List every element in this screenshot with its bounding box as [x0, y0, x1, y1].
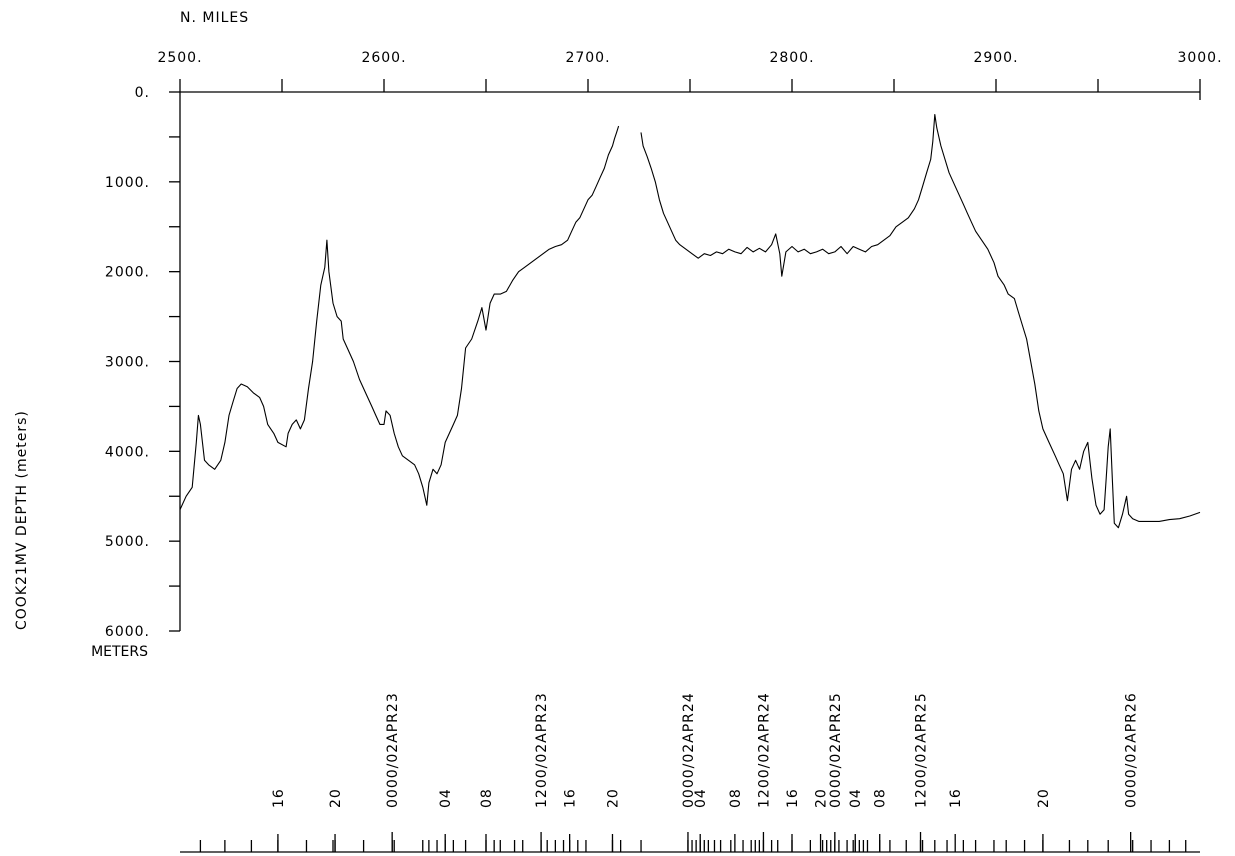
time-minor-label: 08 [728, 788, 744, 808]
x-axis-label: N. MILES [180, 10, 249, 26]
time-minor-label: 08 [873, 788, 889, 808]
y-tick-label: 5000. [105, 534, 150, 550]
x-tick-label: 3000. [1177, 50, 1222, 66]
time-minor-label: 04 [848, 788, 864, 808]
x-tick-label: 2600. [361, 50, 406, 66]
depth-series [179, 113, 1201, 529]
time-minor-label: 04 [693, 788, 709, 808]
time-minor-label: 20 [328, 788, 344, 808]
time-axis: 0000/02APR23 1200/02APR23 0000/02APR24 1200… [180, 692, 1200, 853]
time-minor-label: 16 [948, 788, 964, 808]
time-minor-label: 20 [814, 788, 830, 808]
time-major-label: 0000/02APR24 [681, 692, 697, 808]
y-tick-label: 4000. [105, 444, 150, 460]
time-minor-label: 16 [271, 788, 287, 808]
y-tick-label: 2000. [105, 265, 150, 281]
x-tick-label: 2800. [769, 50, 814, 66]
depth-line-segment [640, 113, 1201, 529]
time-minor-label: 08 [479, 788, 495, 808]
time-major-label: 0000/02APR25 [828, 692, 844, 808]
time-major-label: 0000/02APR26 [1124, 692, 1140, 808]
time-minor-label: 16 [785, 788, 801, 808]
time-minor-label: 04 [438, 788, 454, 808]
time-major-label: 1200/02APR24 [756, 692, 772, 808]
y-tick-label: 0. [135, 85, 150, 101]
x-tick-label: 2700. [565, 50, 610, 66]
plot-axes: 2500. 2600. 2700. 2800. 2900. 3000. 0. 1000. 200… [105, 50, 1222, 640]
time-major-label: 0000/02APR23 [385, 692, 401, 808]
time-major-label: 1200/02APR23 [534, 692, 550, 808]
x-tick-label: 2500. [157, 50, 202, 66]
depth-line-segment [179, 125, 620, 510]
time-major-label: 1200/02APR25 [914, 692, 930, 808]
time-minor-label: 20 [1036, 788, 1052, 808]
time-minor-label: 16 [563, 788, 579, 808]
y-unit-label: METERS [91, 644, 148, 660]
y-tick-label: 1000. [105, 175, 150, 191]
y-tick-label: 6000. [105, 624, 150, 640]
x-tick-label: 2900. [973, 50, 1018, 66]
time-minor-label: 20 [605, 788, 621, 808]
y-axis-label: COOK21MV DEPTH (meters) [14, 410, 30, 630]
y-tick-label: 3000. [105, 355, 150, 371]
